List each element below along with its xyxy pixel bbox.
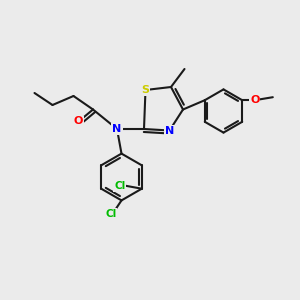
Text: N: N	[112, 124, 122, 134]
Text: Cl: Cl	[105, 209, 117, 219]
Text: S: S	[142, 85, 149, 95]
Text: O: O	[74, 116, 83, 127]
Text: Cl: Cl	[114, 181, 125, 191]
Text: O: O	[250, 95, 260, 105]
Text: N: N	[165, 125, 174, 136]
